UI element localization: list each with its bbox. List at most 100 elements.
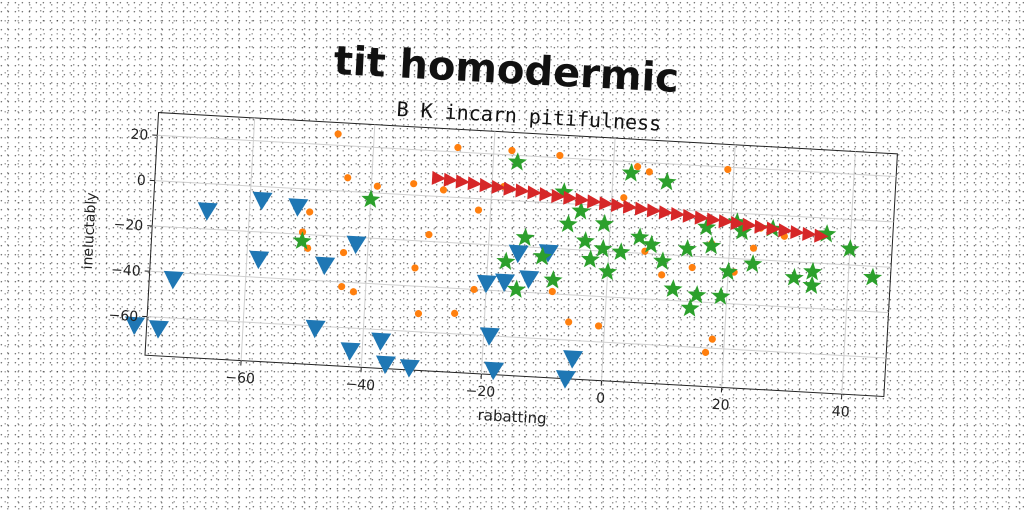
data-point-triangle-right xyxy=(766,221,781,236)
data-point-star xyxy=(593,238,613,258)
data-point-star xyxy=(558,214,578,233)
data-point-star xyxy=(677,239,697,258)
x-tick-label: 0 xyxy=(596,390,606,406)
data-point-triangle-right xyxy=(682,208,698,223)
data-point-star xyxy=(802,275,822,295)
data-point-triangle-right xyxy=(634,201,650,216)
data-point-star xyxy=(784,267,804,287)
data-point-circle xyxy=(373,182,381,190)
data-point-triangle-down xyxy=(484,361,505,381)
data-point-circle xyxy=(334,130,342,138)
y-gridline xyxy=(157,134,897,178)
y-tick-label: −40 xyxy=(111,262,141,280)
y-tick-label: 0 xyxy=(136,173,146,189)
data-point-triangle-down xyxy=(148,320,169,339)
data-point-triangle-right xyxy=(694,210,709,225)
data-point-circle xyxy=(338,282,346,291)
data-point-triangle-right xyxy=(610,197,626,212)
data-point-star xyxy=(743,254,763,273)
data-point-circle xyxy=(411,264,419,272)
data-point-triangle-down xyxy=(305,319,326,339)
data-point-star xyxy=(653,251,673,270)
ticks-layer: −60 −40 −20 0 20 40 20 0 −20 −40 −60 xyxy=(108,127,850,421)
data-point-triangle-down xyxy=(555,370,576,389)
data-point-triangle-right xyxy=(646,203,662,218)
data-point-star xyxy=(680,298,700,317)
data-point-circle xyxy=(425,230,433,239)
data-point-triangle-down xyxy=(252,191,273,211)
data-point-star xyxy=(508,152,528,171)
data-point-triangle-right xyxy=(622,199,638,214)
data-point-circle xyxy=(439,186,448,194)
data-point-triangle-right xyxy=(431,170,447,185)
data-point-circle xyxy=(658,271,666,279)
data-point-star xyxy=(506,279,526,298)
data-point-triangle-down xyxy=(519,270,540,289)
data-point-triangle-right xyxy=(455,174,470,189)
x-tick-label: −60 xyxy=(225,370,255,388)
data-point-triangle-down xyxy=(125,316,146,336)
data-point-star xyxy=(641,234,662,254)
data-point-circle xyxy=(708,335,716,343)
y-tick-label: −60 xyxy=(108,308,138,326)
data-point-circle xyxy=(349,288,358,296)
data-point-triangle-right xyxy=(575,192,590,207)
series-triangle-down xyxy=(125,191,584,389)
y-tick-label: −20 xyxy=(113,217,143,235)
data-point-triangle-right xyxy=(599,196,614,211)
x-tick-label: −20 xyxy=(465,383,495,401)
data-point-circle xyxy=(556,151,564,160)
data-point-star xyxy=(292,231,312,250)
data-point-star xyxy=(657,171,677,191)
data-point-star xyxy=(594,213,614,233)
data-point-circle xyxy=(451,309,459,317)
x-tick-label: −40 xyxy=(345,376,375,394)
data-point-circle xyxy=(410,180,418,188)
data-point-circle xyxy=(548,287,556,296)
data-point-triangle-right xyxy=(479,178,494,193)
data-point-triangle-down xyxy=(476,274,497,294)
x-tick-label: 40 xyxy=(831,404,850,421)
data-point-triangle-right xyxy=(563,190,578,205)
data-point-star xyxy=(575,231,595,250)
data-point-triangle-down xyxy=(399,359,420,378)
data-point-circle xyxy=(633,163,642,171)
data-point-triangle-right xyxy=(658,205,674,220)
data-point-triangle-right xyxy=(515,183,530,198)
data-point-star xyxy=(611,242,631,261)
data-point-star xyxy=(621,163,641,182)
data-point-star xyxy=(361,189,381,208)
data-point-triangle-right xyxy=(551,188,566,203)
data-point-star xyxy=(571,201,591,220)
data-point-circle xyxy=(724,165,732,174)
data-point-triangle-down xyxy=(288,198,309,217)
data-point-star xyxy=(697,217,717,236)
data-point-circle xyxy=(454,143,462,152)
data-point-triangle-down xyxy=(249,250,270,270)
marks-layer xyxy=(125,130,883,389)
plot-frame xyxy=(144,112,898,398)
plot-group: B K incarn pitifulness −60 −40 −20 0 20 40 20 0… xyxy=(80,97,898,428)
data-point-circle xyxy=(470,285,478,294)
data-point-triangle-right xyxy=(491,179,506,194)
data-point-star xyxy=(580,249,600,268)
data-point-triangle-down xyxy=(315,256,336,276)
series-triangle-right xyxy=(431,170,829,243)
data-point-circle xyxy=(508,146,516,155)
x-gridline xyxy=(360,124,376,368)
data-point-triangle-right xyxy=(790,225,805,240)
y-gridline xyxy=(147,316,887,359)
data-point-star xyxy=(663,279,683,298)
data-point-star xyxy=(496,251,516,270)
data-point-circle xyxy=(688,263,696,272)
data-point-triangle-right xyxy=(443,172,459,187)
data-point-triangle-right xyxy=(754,219,769,234)
data-point-star xyxy=(532,246,552,266)
data-point-star xyxy=(515,227,535,247)
data-point-triangle-right xyxy=(718,214,733,229)
data-point-triangle-right xyxy=(778,223,793,238)
data-point-star xyxy=(863,267,883,286)
data-point-circle xyxy=(565,318,573,326)
data-point-star xyxy=(598,261,618,281)
